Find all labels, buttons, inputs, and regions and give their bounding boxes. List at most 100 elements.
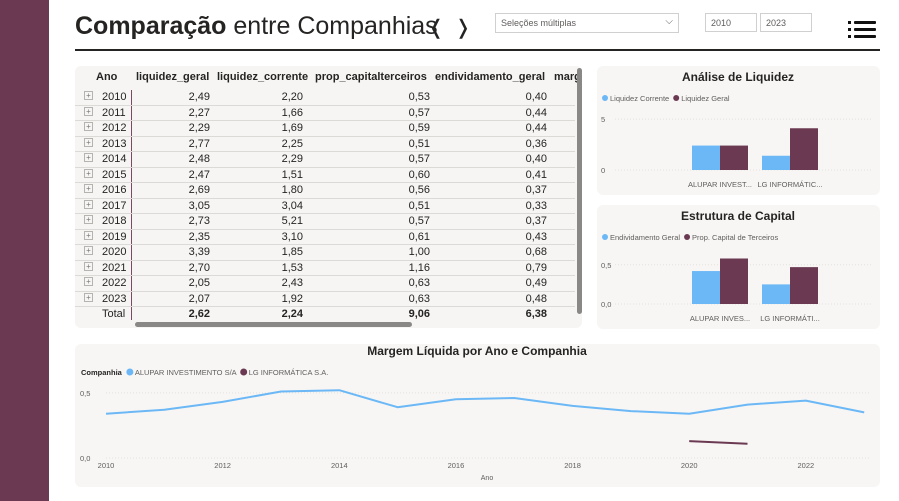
capital-legend-label[interactable]: Prop. Capital de Terceiros: [692, 233, 778, 242]
capital-bar[interactable]: [762, 284, 790, 304]
cell-liquidez-corrente: 5,21: [281, 215, 303, 227]
expand-row-icon[interactable]: +: [84, 184, 93, 193]
cell-year: 2019: [102, 230, 127, 243]
cell-endividamento-geral: 0,44: [525, 106, 547, 119]
next-page-button[interactable]: ❭: [454, 17, 472, 39]
capital-legend-label[interactable]: Endividamento Geral: [610, 233, 680, 242]
table-horizontal-scrollbar[interactable]: [135, 322, 412, 327]
total-liquidez-corrente: 2,24: [281, 308, 303, 320]
cell-liquidez-geral: 3,39: [188, 246, 210, 258]
cell-liquidez-geral: 2,70: [188, 261, 210, 274]
capital-legend-marker: [684, 234, 691, 240]
cell-year: 2023: [102, 292, 127, 305]
cell-liquidez-corrente: 2,43: [281, 277, 303, 289]
cell-year: 2010: [102, 91, 127, 103]
cell-liquidez-geral: 2,29: [188, 122, 210, 134]
cell-liquidez-corrente: 3,10: [281, 230, 303, 243]
capital-chart-title: Estrutura de Capital: [681, 209, 795, 223]
capital-bar[interactable]: [692, 271, 720, 304]
line-y-tick-label: 0,5: [80, 389, 90, 398]
cell-endividamento-geral: 0,37: [525, 184, 547, 196]
column-header-margem[interactable]: marg: [554, 71, 581, 83]
cell-endividamento-geral: 0,33: [525, 199, 547, 212]
cell-liquidez-geral: 2,48: [188, 153, 210, 165]
line-y-tick-label: 0,0: [80, 454, 90, 463]
expand-row-icon[interactable]: +: [84, 246, 93, 255]
expand-row-icon[interactable]: +: [84, 122, 93, 131]
capital-bar[interactable]: [790, 267, 818, 304]
line-x-tick-label: 2010: [98, 461, 115, 470]
line-series-alupar[interactable]: [105, 389, 865, 415]
column-header-ano[interactable]: Ano: [96, 71, 118, 83]
table-row: +2015 2,47 1,51 0,60 0,41: [75, 168, 575, 183]
capital-y-tick-label: 0,5: [601, 261, 611, 270]
cell-prop-capital-terceiros: 0,63: [408, 292, 430, 305]
line-legend-label[interactable]: LG INFORMÁTICA S.A.: [249, 368, 329, 377]
expand-row-icon[interactable]: +: [84, 137, 93, 147]
cell-liquidez-geral: 2,69: [188, 184, 210, 196]
expand-row-icon[interactable]: +: [84, 277, 93, 286]
liquidity-legend-marker: [673, 95, 680, 101]
table-vertical-scrollbar[interactable]: [577, 68, 582, 314]
line-legend-label[interactable]: ALUPAR INVESTIMENTO S/A: [135, 368, 237, 377]
liquidity-bar[interactable]: [762, 155, 790, 170]
expand-row-icon[interactable]: +: [84, 292, 93, 302]
table-row: +2020 3,39 1,85 1,00 0,68: [75, 245, 575, 261]
table-row: +2016 2,69 1,80 0,56 0,37: [75, 183, 575, 199]
table-total-row: Total 2,62 2,24 9,06 6,38: [75, 307, 575, 323]
cell-prop-capital-terceiros: 1,00: [408, 246, 430, 258]
cell-year: 2020: [102, 246, 127, 258]
expand-row-icon[interactable]: +: [84, 91, 93, 100]
cell-endividamento-geral: 0,36: [525, 137, 547, 150]
cell-liquidez-geral: 2,05: [188, 277, 210, 289]
column-header-liquidez-corrente[interactable]: liquidez_corrente: [217, 71, 309, 83]
capital-bar[interactable]: [720, 258, 748, 304]
table-row: +2017 3,05 3,04 0,51 0,33: [75, 199, 575, 214]
cell-year: 2011: [102, 106, 126, 119]
cell-endividamento-geral: 0,43: [525, 230, 547, 243]
liquidity-bar[interactable]: [692, 145, 720, 170]
expand-row-icon[interactable]: +: [84, 215, 93, 224]
liquidity-bar[interactable]: [790, 128, 818, 170]
cell-liquidez-geral: 2,77: [188, 137, 210, 150]
line-x-tick-label: 2012: [214, 461, 231, 470]
expand-row-icon[interactable]: +: [84, 106, 93, 116]
page-title-rest: entre Companhias: [226, 12, 438, 40]
expand-row-icon[interactable]: +: [84, 261, 93, 271]
total-prop-capital-terceiros: 9,06: [408, 308, 430, 320]
expand-row-icon[interactable]: +: [84, 199, 93, 209]
expand-row-icon[interactable]: +: [84, 168, 93, 178]
liquidity-bar-chart: Análise de Liquidez Liquidez Corrente Liqu…: [601, 70, 872, 189]
cell-year: 2022: [102, 277, 127, 289]
cell-prop-capital-terceiros: 1,16: [408, 261, 430, 274]
chevron-down-icon: ⌵: [665, 16, 673, 27]
column-header-prop-capital-terceiros[interactable]: prop_capitalterceiros: [315, 71, 427, 83]
cell-endividamento-geral: 0,41: [525, 168, 547, 181]
table-row: +2011 2,27 1,66 0,57 0,44: [75, 106, 575, 121]
table-row: +2014 2,48 2,29 0,57 0,40: [75, 152, 575, 168]
liquidity-bar[interactable]: [720, 145, 748, 170]
previous-page-button[interactable]: ❬: [427, 17, 445, 39]
cell-prop-capital-terceiros: 0,56: [408, 184, 430, 196]
liquidity-legend-label[interactable]: Liquidez Corrente: [610, 94, 669, 103]
column-header-liquidez-geral[interactable]: liquidez_geral: [136, 71, 210, 83]
column-header-endividamento-geral[interactable]: endividamento_geral: [435, 71, 546, 83]
menu-list-icon[interactable]: [848, 21, 876, 41]
cell-liquidez-corrente: 1,53: [281, 261, 303, 274]
net-margin-line-chart: Margem Líquida por Ano e Companhia Compan…: [80, 344, 870, 482]
liquidity-legend-marker: [602, 95, 608, 101]
line-x-tick-label: 2016: [448, 461, 465, 470]
expand-row-icon[interactable]: +: [84, 153, 93, 162]
total-endividamento-geral: 6,38: [525, 308, 547, 320]
cell-endividamento-geral: 0,48: [525, 292, 547, 305]
dropdown-value: Seleções múltiplas: [501, 18, 577, 28]
company-select-dropdown[interactable]: Seleções múltiplas ⌵: [495, 13, 679, 33]
cell-endividamento-geral: 0,37: [525, 215, 547, 227]
year-from-input[interactable]: 2010: [705, 13, 757, 32]
line-series-lg[interactable]: [689, 440, 748, 445]
cell-year: 2021: [102, 261, 127, 274]
cell-year: 2013: [102, 137, 127, 150]
liquidity-legend-label[interactable]: Liquidez Geral: [681, 94, 730, 103]
expand-row-icon[interactable]: +: [84, 230, 93, 240]
year-to-input[interactable]: 2023: [760, 13, 812, 32]
